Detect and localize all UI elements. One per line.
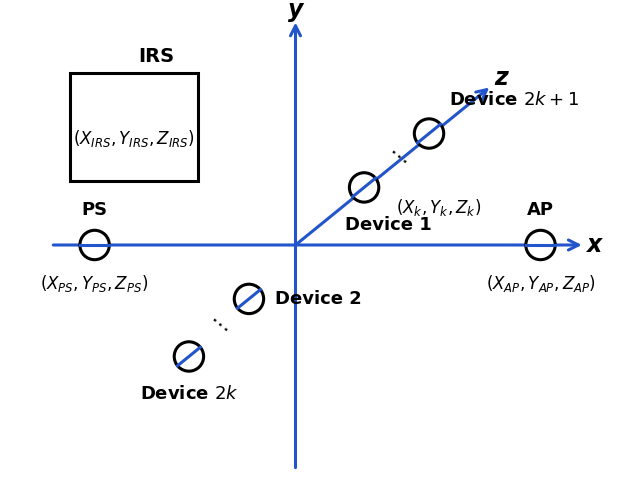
Text: y: y <box>288 0 303 22</box>
Circle shape <box>174 342 204 371</box>
Circle shape <box>349 173 379 202</box>
Text: x: x <box>587 233 602 257</box>
Text: Device $2k+1$: Device $2k+1$ <box>449 91 579 109</box>
Text: Device 2: Device 2 <box>275 290 362 308</box>
Text: $\vdots$: $\vdots$ <box>385 148 410 171</box>
Text: $(X_{PS},Y_{PS},Z_{PS})$: $(X_{PS},Y_{PS},Z_{PS})$ <box>40 273 148 294</box>
Text: Device $2k$: Device $2k$ <box>140 385 238 403</box>
Circle shape <box>80 230 109 260</box>
Circle shape <box>526 230 556 260</box>
Circle shape <box>234 284 264 314</box>
Text: $(X_k,Y_k,Z_k)$: $(X_k,Y_k,Z_k)$ <box>396 197 481 218</box>
Text: IRS: IRS <box>138 47 174 66</box>
Text: AP: AP <box>527 201 554 220</box>
Text: $\vdots$: $\vdots$ <box>206 317 230 340</box>
Text: z: z <box>495 67 508 90</box>
Bar <box>70 74 198 181</box>
Text: $(X_{IRS},Y_{IRS},Z_{IRS})$: $(X_{IRS},Y_{IRS},Z_{IRS})$ <box>73 128 195 149</box>
Text: Device 1: Device 1 <box>344 216 431 234</box>
Text: $(X_{AP},Y_{AP},Z_{AP})$: $(X_{AP},Y_{AP},Z_{AP})$ <box>486 273 595 294</box>
Text: PS: PS <box>81 201 108 220</box>
Circle shape <box>414 119 444 148</box>
